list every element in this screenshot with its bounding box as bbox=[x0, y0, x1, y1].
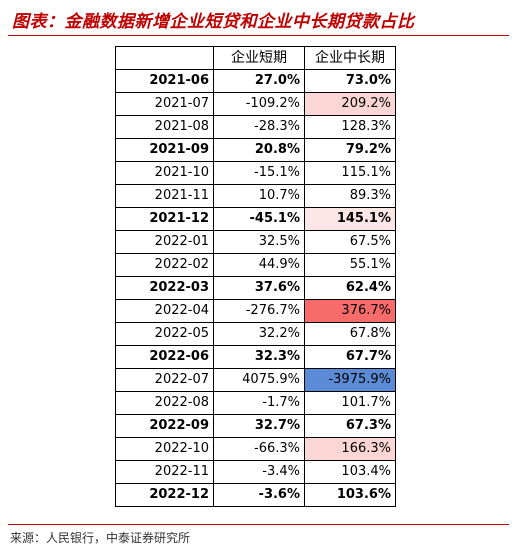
short-term-share-cell: -66.3% bbox=[213, 437, 305, 461]
table-row: 2021-11 10.7% 89.3% bbox=[115, 184, 396, 208]
table-row: 2022-04 -276.7% 376.7% bbox=[115, 299, 396, 323]
period-cell: 2021-11 bbox=[115, 184, 214, 208]
table-row: 2021-09 20.8% 79.2% bbox=[115, 138, 396, 162]
short-term-share-cell: 32.3% bbox=[213, 345, 305, 369]
long-term-share-cell: 166.3% bbox=[304, 437, 396, 461]
period-cell: 2022-10 bbox=[115, 437, 214, 461]
period-cell: 2022-01 bbox=[115, 230, 214, 254]
period-cell: 2022-03 bbox=[115, 276, 214, 300]
table-row: 2021-06 27.0% 73.0% bbox=[115, 69, 396, 93]
short-term-share-cell: -45.1% bbox=[213, 207, 305, 231]
table-row: 2022-01 32.5% 67.5% bbox=[115, 230, 396, 254]
period-cell: 2022-08 bbox=[115, 391, 214, 415]
header-long-term: 企业中长期 bbox=[304, 46, 396, 70]
long-term-share-cell: 103.6% bbox=[304, 483, 396, 507]
short-term-share-cell: -3.4% bbox=[213, 460, 305, 484]
long-term-share-cell: 101.7% bbox=[304, 391, 396, 415]
table-row: 2021-07 -109.2% 209.2% bbox=[115, 92, 396, 116]
short-term-share-cell: -15.1% bbox=[213, 161, 305, 185]
table-row: 2021-10 -15.1% 115.1% bbox=[115, 161, 396, 185]
table-row: 2022-07 4075.9% -3975.9% bbox=[115, 368, 396, 392]
short-term-share-cell: 44.9% bbox=[213, 253, 305, 277]
period-cell: 2021-12 bbox=[115, 207, 214, 231]
long-term-share-cell: -3975.9% bbox=[304, 368, 396, 392]
long-term-share-cell: 67.8% bbox=[304, 322, 396, 346]
long-term-share-cell: 209.2% bbox=[304, 92, 396, 116]
table-row: 2022-08 -1.7% 101.7% bbox=[115, 391, 396, 415]
short-term-share-cell: 32.5% bbox=[213, 230, 305, 254]
short-term-share-cell: -1.7% bbox=[213, 391, 305, 415]
long-term-share-cell: 128.3% bbox=[304, 115, 396, 139]
period-cell: 2021-09 bbox=[115, 138, 214, 162]
period-cell: 2021-07 bbox=[115, 92, 214, 116]
period-cell: 2022-06 bbox=[115, 345, 214, 369]
short-term-share-cell: 37.6% bbox=[213, 276, 305, 300]
period-cell: 2021-10 bbox=[115, 161, 214, 185]
long-term-share-cell: 376.7% bbox=[304, 299, 396, 323]
period-cell: 2022-02 bbox=[115, 253, 214, 277]
header-blank-cell bbox=[115, 46, 214, 70]
short-term-share-cell: 32.7% bbox=[213, 414, 305, 438]
short-term-share-cell: -3.6% bbox=[213, 483, 305, 507]
table-row: 2022-10 -66.3% 166.3% bbox=[115, 437, 396, 461]
long-term-share-cell: 67.7% bbox=[304, 345, 396, 369]
table-row: 2022-06 32.3% 67.7% bbox=[115, 345, 396, 369]
period-cell: 2022-09 bbox=[115, 414, 214, 438]
short-term-share-cell: -28.3% bbox=[213, 115, 305, 139]
long-term-share-cell: 73.0% bbox=[304, 69, 396, 93]
table-row: 2022-11 -3.4% 103.4% bbox=[115, 460, 396, 484]
loan-share-table: 企业短期 企业中长期 2021-06 27.0% 73.0% 2021-07 -109.… bbox=[115, 46, 396, 507]
long-term-share-cell: 67.3% bbox=[304, 414, 396, 438]
footer-divider bbox=[8, 524, 509, 525]
short-term-share-cell: 4075.9% bbox=[213, 368, 305, 392]
table-row: 2021-12 -45.1% 145.1% bbox=[115, 207, 396, 231]
table-row: 2022-05 32.2% 67.8% bbox=[115, 322, 396, 346]
table-header-row: 企业短期 企业中长期 bbox=[115, 46, 396, 70]
short-term-share-cell: 10.7% bbox=[213, 184, 305, 208]
short-term-share-cell: -276.7% bbox=[213, 299, 305, 323]
table-body: 2021-06 27.0% 73.0% 2021-07 -109.2% 209.2% 202… bbox=[115, 69, 396, 507]
long-term-share-cell: 103.4% bbox=[304, 460, 396, 484]
long-term-share-cell: 55.1% bbox=[304, 253, 396, 277]
long-term-share-cell: 67.5% bbox=[304, 230, 396, 254]
period-cell: 2022-07 bbox=[115, 368, 214, 392]
title-divider bbox=[8, 35, 509, 36]
long-term-share-cell: 115.1% bbox=[304, 161, 396, 185]
table-row: 2022-02 44.9% 55.1% bbox=[115, 253, 396, 277]
page-title: 图表：金融数据新增企业短贷和企业中长期贷款占比 bbox=[12, 12, 415, 32]
table-row: 2022-09 32.7% 67.3% bbox=[115, 414, 396, 438]
period-cell: 2021-06 bbox=[115, 69, 214, 93]
period-cell: 2021-08 bbox=[115, 115, 214, 139]
period-cell: 2022-11 bbox=[115, 460, 214, 484]
table-row: 2022-03 37.6% 62.4% bbox=[115, 276, 396, 300]
table-row: 2021-08 -28.3% 128.3% bbox=[115, 115, 396, 139]
period-cell: 2022-12 bbox=[115, 483, 214, 507]
short-term-share-cell: 27.0% bbox=[213, 69, 305, 93]
long-term-share-cell: 145.1% bbox=[304, 207, 396, 231]
short-term-share-cell: -109.2% bbox=[213, 92, 305, 116]
header-short-term: 企业短期 bbox=[213, 46, 305, 70]
long-term-share-cell: 62.4% bbox=[304, 276, 396, 300]
short-term-share-cell: 20.8% bbox=[213, 138, 305, 162]
table-row: 2022-12 -3.6% 103.6% bbox=[115, 483, 396, 507]
period-cell: 2022-04 bbox=[115, 299, 214, 323]
source-note: 来源：人民银行，中泰证券研究所 bbox=[10, 531, 191, 545]
period-cell: 2022-05 bbox=[115, 322, 214, 346]
long-term-share-cell: 89.3% bbox=[304, 184, 396, 208]
long-term-share-cell: 79.2% bbox=[304, 138, 396, 162]
short-term-share-cell: 32.2% bbox=[213, 322, 305, 346]
